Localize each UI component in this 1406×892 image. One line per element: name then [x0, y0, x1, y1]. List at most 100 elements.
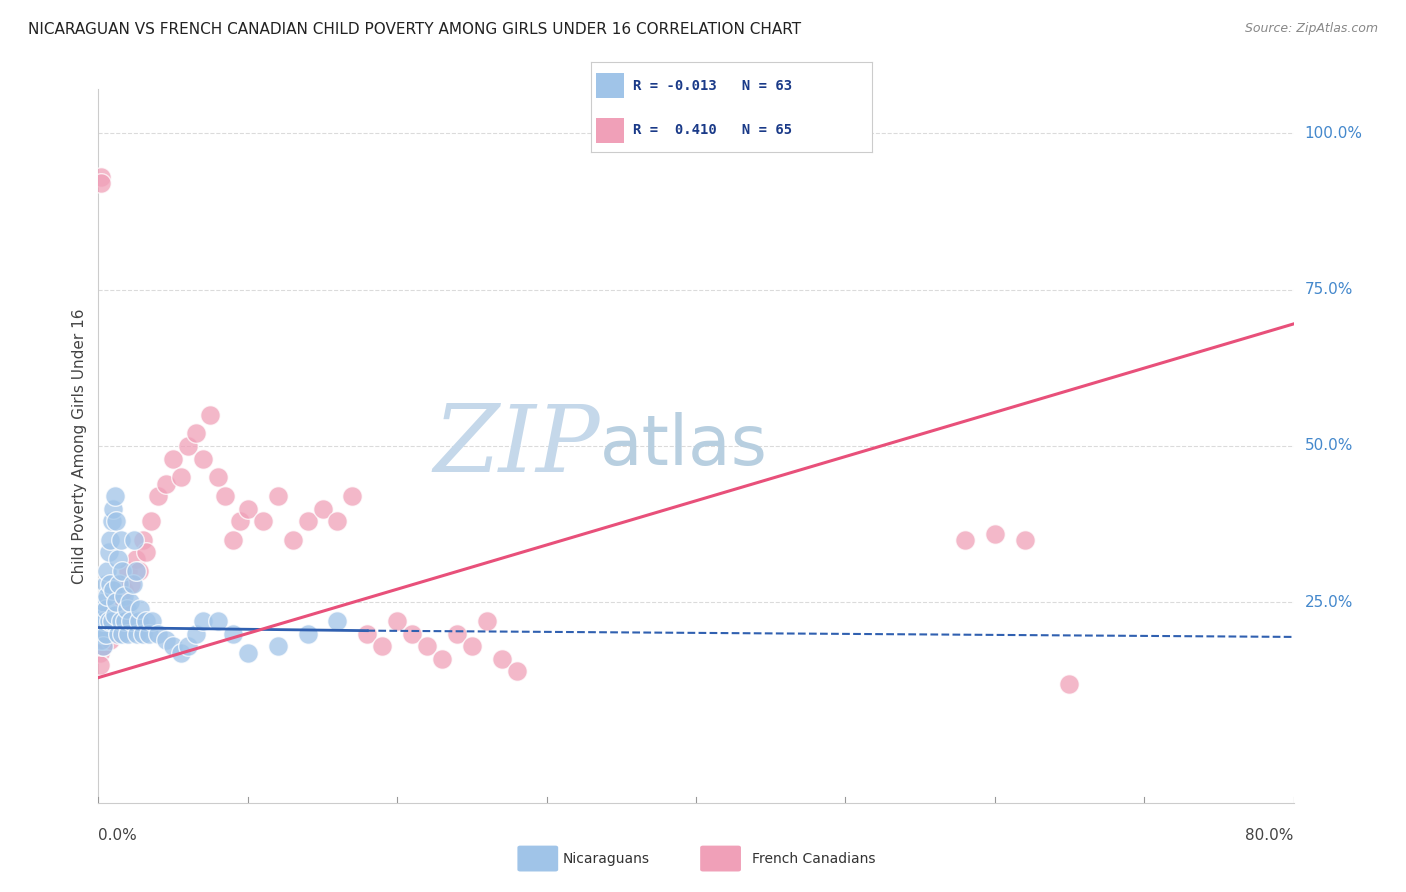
- Point: [98, 576, 122, 591]
- Point: [94, 621, 117, 635]
- Point: [297, 627, 319, 641]
- Point: [311, 501, 333, 516]
- Point: [104, 607, 127, 622]
- Point: [1014, 533, 1036, 547]
- Point: [132, 627, 155, 641]
- Point: [104, 489, 127, 503]
- Text: NICARAGUAN VS FRENCH CANADIAN CHILD POVERTY AMONG GIRLS UNDER 16 CORRELATION CHA: NICARAGUAN VS FRENCH CANADIAN CHILD POVE…: [28, 22, 801, 37]
- Point: [105, 514, 128, 528]
- Point: [115, 601, 138, 615]
- Point: [117, 627, 139, 641]
- Point: [103, 601, 125, 615]
- Point: [446, 627, 468, 641]
- Point: [326, 514, 349, 528]
- Text: 0.0%: 0.0%: [98, 828, 138, 843]
- Text: 25.0%: 25.0%: [1305, 595, 1353, 610]
- Point: [120, 614, 142, 628]
- Point: [430, 652, 453, 666]
- Point: [90, 176, 112, 190]
- Point: [112, 582, 135, 597]
- Point: [184, 426, 207, 441]
- Point: [89, 646, 111, 660]
- Point: [103, 582, 125, 597]
- Point: [91, 640, 114, 654]
- Point: [135, 614, 157, 628]
- Point: [177, 640, 200, 654]
- Point: [1059, 677, 1081, 691]
- Point: [162, 451, 184, 466]
- Point: [121, 576, 143, 591]
- Point: [89, 658, 111, 673]
- Point: [114, 614, 136, 628]
- Point: [135, 545, 157, 559]
- Point: [141, 614, 163, 628]
- Point: [222, 627, 245, 641]
- Bar: [596, 73, 624, 98]
- Point: [506, 665, 529, 679]
- Point: [214, 489, 236, 503]
- Point: [169, 646, 191, 660]
- Point: [356, 627, 378, 641]
- Y-axis label: Child Poverty Among Girls Under 16: Child Poverty Among Girls Under 16: [72, 309, 87, 583]
- Point: [98, 533, 122, 547]
- Point: [96, 607, 118, 622]
- Point: [401, 627, 423, 641]
- Point: [96, 564, 118, 578]
- Point: [101, 514, 124, 528]
- Point: [342, 489, 364, 503]
- Point: [236, 646, 259, 660]
- Point: [91, 627, 114, 641]
- Point: [371, 640, 394, 654]
- Point: [155, 476, 177, 491]
- Text: 75.0%: 75.0%: [1305, 282, 1353, 297]
- Point: [98, 633, 122, 648]
- Text: French Canadians: French Canadians: [752, 852, 876, 866]
- Point: [200, 408, 222, 422]
- Point: [103, 501, 125, 516]
- Point: [111, 595, 134, 609]
- Point: [110, 614, 132, 628]
- Text: Nicaraguans: Nicaraguans: [562, 852, 650, 866]
- Point: [91, 607, 114, 622]
- Point: [105, 595, 128, 609]
- Point: [90, 633, 112, 648]
- Point: [90, 621, 112, 635]
- Point: [281, 533, 304, 547]
- Point: [93, 614, 115, 628]
- Point: [101, 621, 124, 635]
- Point: [89, 627, 111, 641]
- Text: R =  0.410   N = 65: R = 0.410 N = 65: [633, 123, 792, 137]
- Point: [177, 439, 200, 453]
- Point: [93, 614, 115, 628]
- Point: [107, 627, 129, 641]
- Bar: [596, 118, 624, 143]
- Point: [101, 614, 124, 628]
- Point: [138, 627, 160, 641]
- Point: [461, 640, 484, 654]
- Point: [267, 489, 290, 503]
- Point: [148, 489, 170, 503]
- Point: [416, 640, 439, 654]
- Point: [112, 589, 135, 603]
- Point: [111, 564, 134, 578]
- Point: [108, 589, 131, 603]
- Point: [162, 640, 184, 654]
- Point: [125, 564, 148, 578]
- Point: [97, 614, 120, 628]
- Point: [107, 607, 129, 622]
- Point: [128, 564, 150, 578]
- Point: [129, 601, 152, 615]
- Point: [107, 551, 129, 566]
- Point: [983, 526, 1005, 541]
- Point: [155, 633, 177, 648]
- Point: [111, 627, 134, 641]
- Point: [207, 614, 229, 628]
- Point: [491, 652, 513, 666]
- Point: [184, 627, 207, 641]
- Point: [117, 564, 139, 578]
- Point: [191, 614, 214, 628]
- Point: [94, 601, 117, 615]
- Point: [105, 595, 128, 609]
- Point: [120, 576, 142, 591]
- Point: [148, 627, 170, 641]
